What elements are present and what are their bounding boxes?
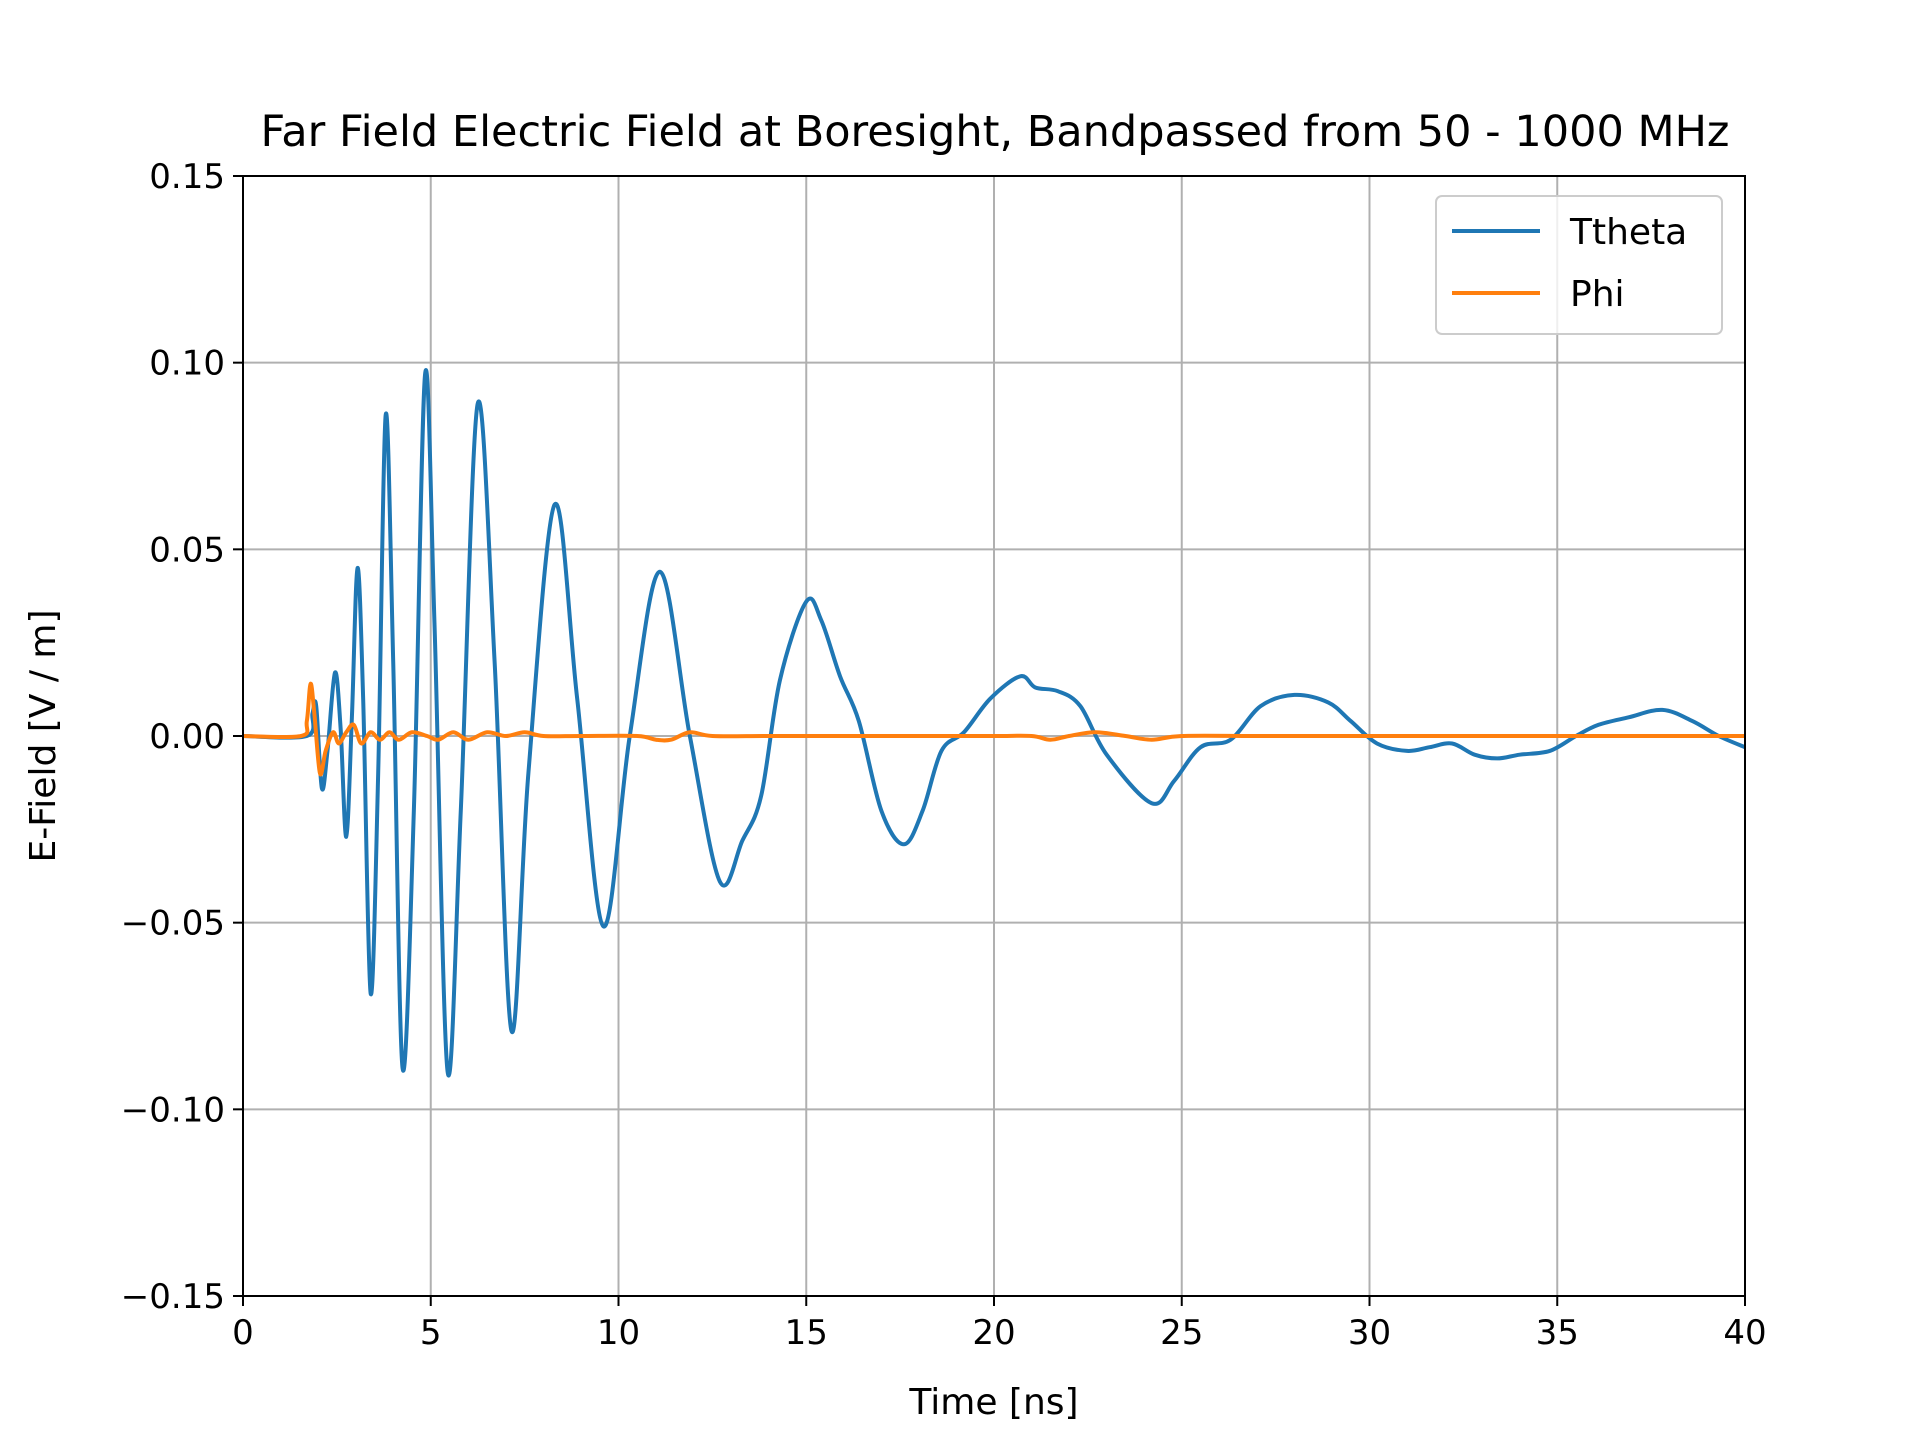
series-line-ttheta: [243, 368, 1745, 1078]
legend: Ttheta Phi: [1435, 195, 1723, 335]
y-tick-label: 0.00: [149, 717, 225, 757]
y-tick-label: −0.15: [121, 1277, 225, 1317]
series-layer: [243, 368, 1745, 1078]
y-tick-label: −0.05: [121, 904, 225, 944]
x-tick-label: 25: [1160, 1313, 1203, 1353]
x-tick-label: 20: [972, 1313, 1015, 1353]
x-axis: 0 5 10 15 20 25 30 35 40: [232, 1296, 1767, 1353]
y-axis-label: E-Field [V / m]: [23, 609, 64, 862]
chart-title: Far Field Electric Field at Boresight, B…: [261, 107, 1730, 157]
y-tick-label: −0.10: [121, 1090, 225, 1130]
y-tick-label: 0.10: [149, 344, 225, 384]
x-tick-label: 10: [597, 1313, 640, 1353]
x-tick-label: 40: [1723, 1313, 1766, 1353]
y-tick-label: 0.15: [149, 157, 225, 197]
y-tick-label: 0.05: [149, 530, 225, 570]
x-tick-label: 15: [785, 1313, 828, 1353]
legend-label-ttheta: Ttheta: [1569, 212, 1687, 253]
x-tick-label: 35: [1536, 1313, 1579, 1353]
y-axis: −0.15 −0.10 −0.05 0.00 0.05 0.10 0.15: [121, 157, 243, 1317]
x-tick-label: 5: [420, 1313, 442, 1353]
x-tick-label: 0: [232, 1313, 254, 1353]
x-tick-label: 30: [1348, 1313, 1391, 1353]
x-axis-label: Time [ns]: [908, 1382, 1078, 1423]
series-line-phi: [243, 681, 1745, 777]
legend-label-phi: Phi: [1570, 274, 1625, 315]
